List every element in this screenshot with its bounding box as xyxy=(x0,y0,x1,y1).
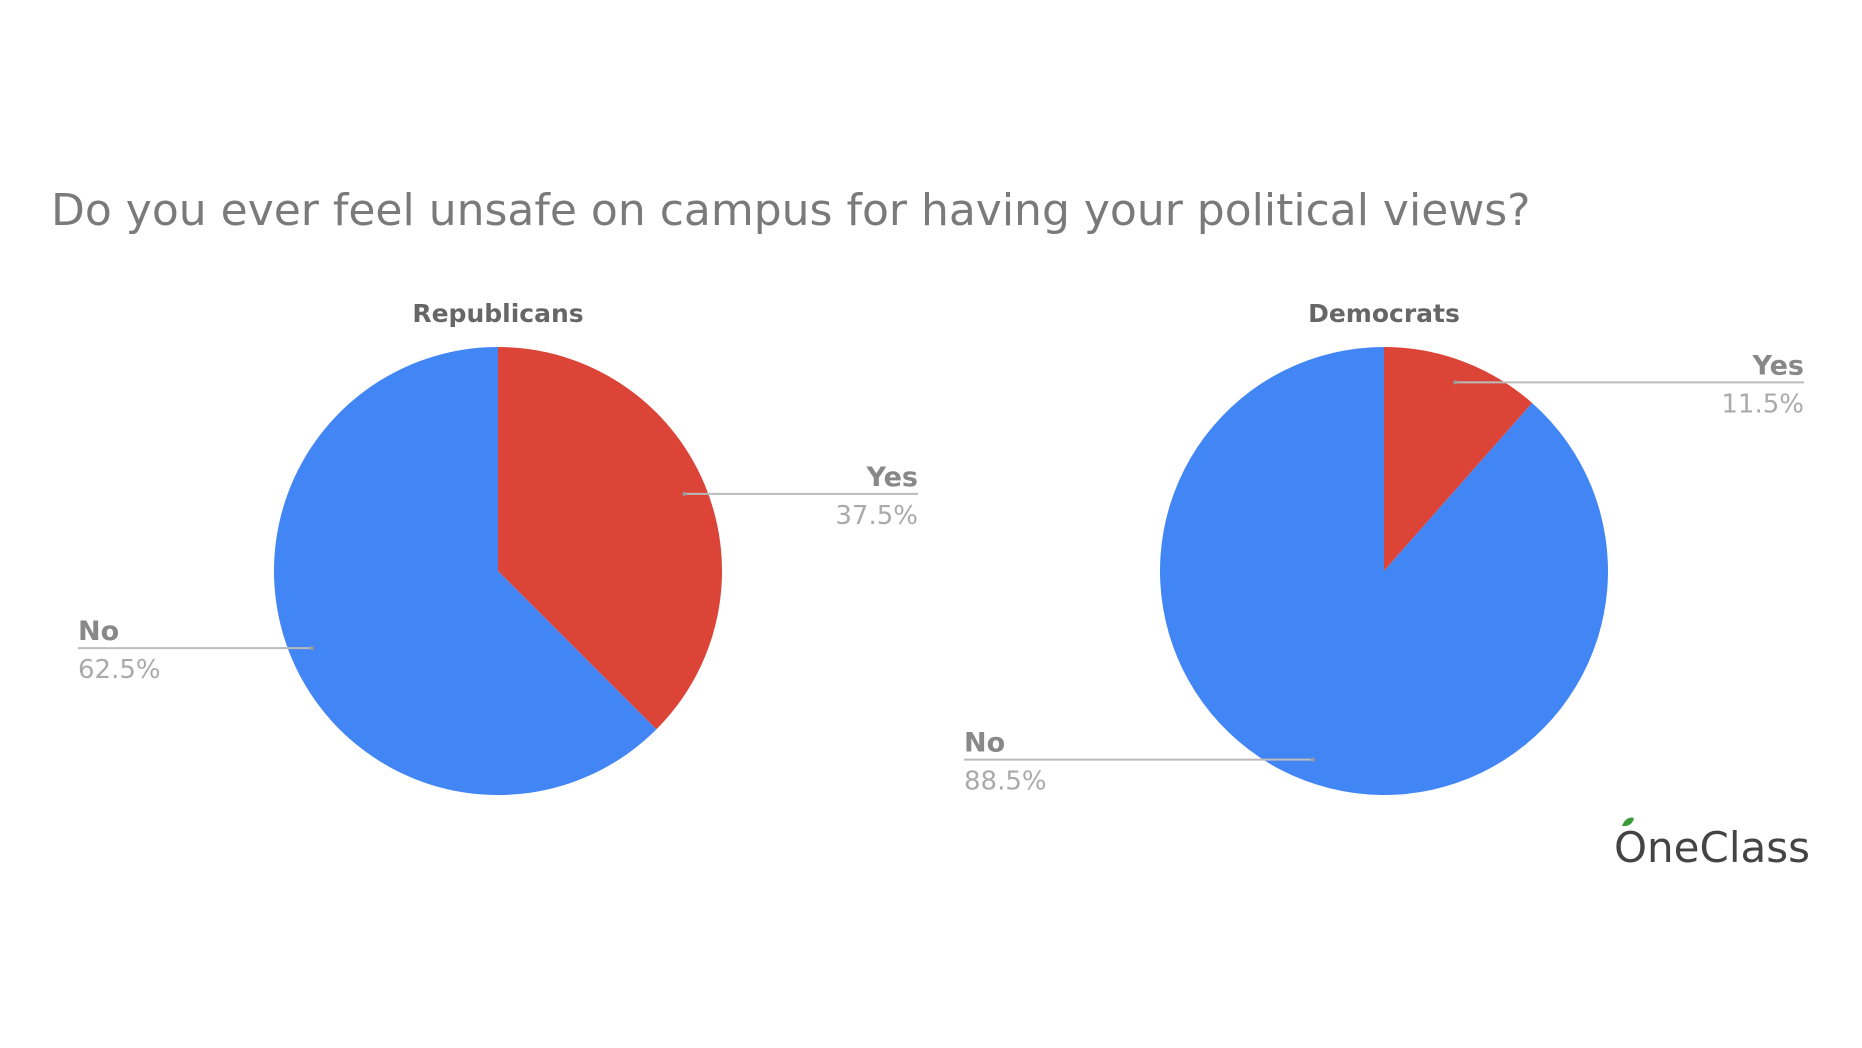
slice-label: Yes xyxy=(866,462,918,493)
slice-label: No xyxy=(964,728,1005,759)
leader-dot xyxy=(1453,380,1458,385)
leader-dot xyxy=(682,491,687,496)
pie-slice xyxy=(498,347,723,730)
slice-value: 37.5% xyxy=(835,501,918,531)
chart-title: Democrats xyxy=(1308,299,1460,328)
slice-label: Yes xyxy=(1752,350,1804,381)
slice-value: 11.5% xyxy=(1721,389,1804,419)
watermark: OneClass xyxy=(1614,823,1810,872)
chart-title: Republicans xyxy=(412,299,583,328)
leader-dot xyxy=(1310,757,1315,762)
leader-dot xyxy=(309,646,314,651)
watermark-leaf xyxy=(1622,817,1634,827)
slice-value: 88.5% xyxy=(964,767,1047,797)
pie-slice xyxy=(1160,347,1608,796)
pie-slice xyxy=(1384,347,1533,571)
slice-value: 62.5% xyxy=(78,655,161,685)
slice-label: No xyxy=(78,616,119,647)
pie-slice xyxy=(274,347,657,795)
page-title: Do you ever feel unsafe on campus for ha… xyxy=(51,185,1531,236)
